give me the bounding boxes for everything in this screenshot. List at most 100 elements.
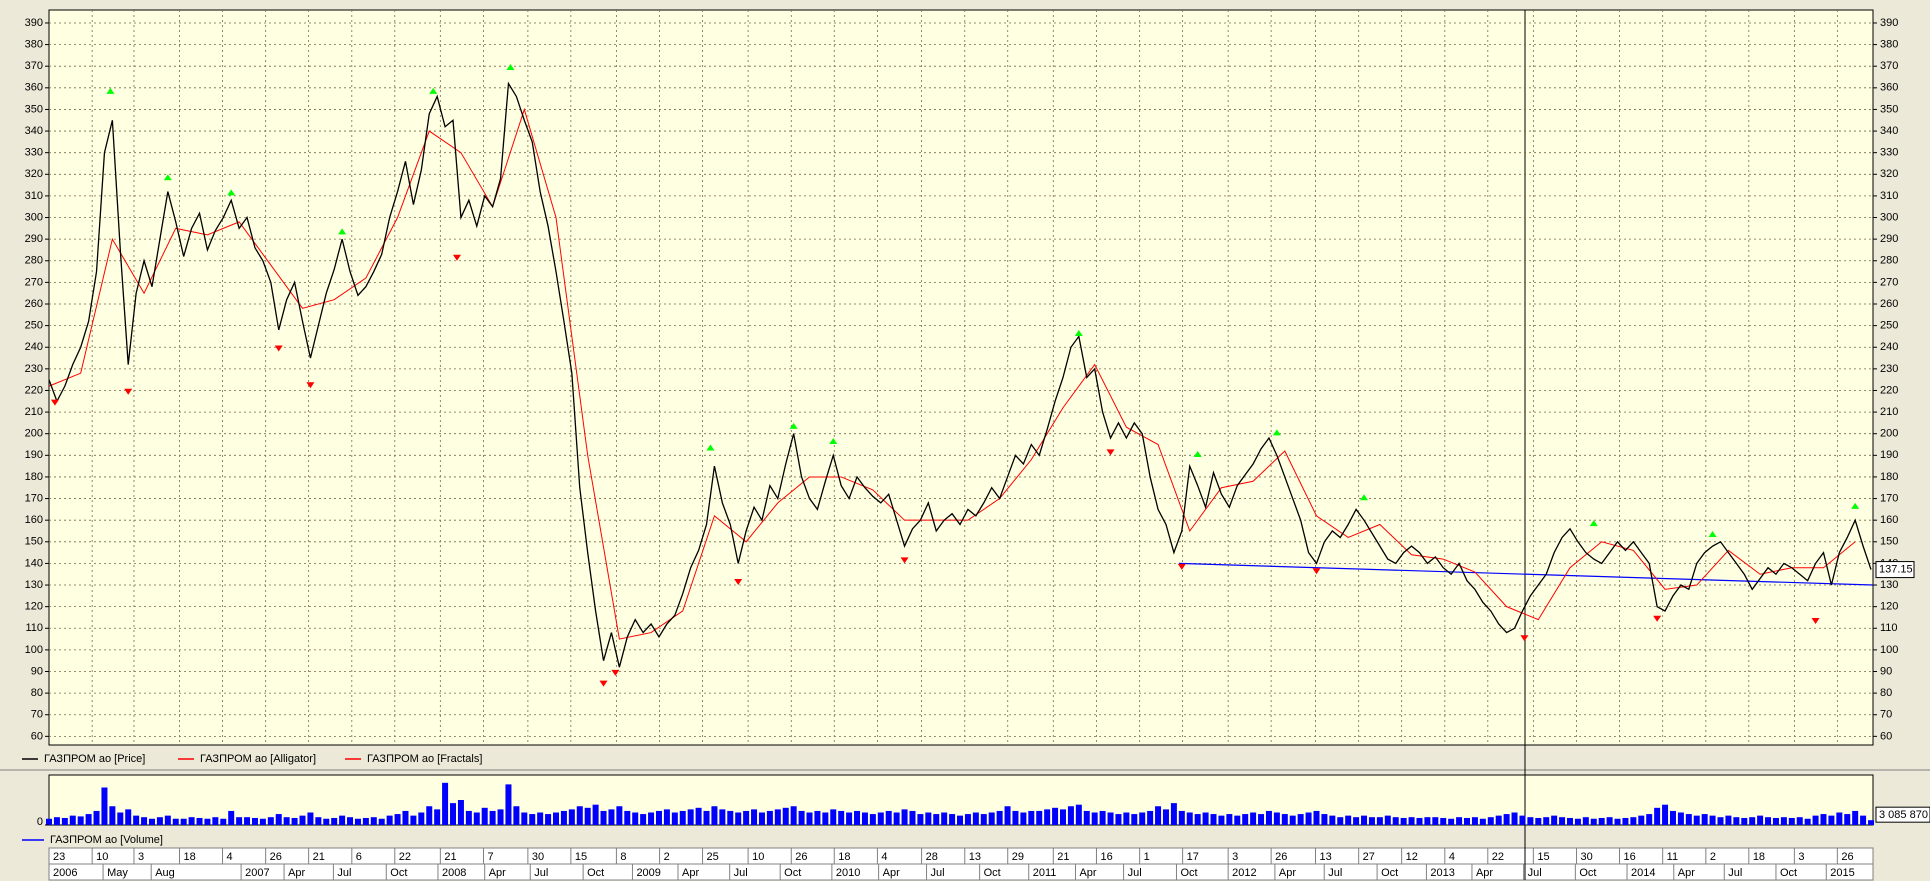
fractal-down <box>611 669 620 676</box>
volume-bar <box>1464 817 1471 825</box>
fractal-down <box>50 399 59 406</box>
volume-bar <box>735 812 742 825</box>
volume-bar <box>1836 812 1843 825</box>
x-period-label: 2006 <box>53 867 77 879</box>
series-line <box>48 107 1856 640</box>
volume-bar <box>814 810 821 825</box>
volume-bar <box>410 815 417 825</box>
x-period-label: Apr <box>1476 867 1493 879</box>
volume-bar <box>1582 817 1589 825</box>
x-tick-label: 3 <box>1232 851 1238 863</box>
volume-bar <box>1796 817 1803 825</box>
volume-bar <box>1234 815 1241 825</box>
y-tick-label: 280 <box>25 255 43 267</box>
fractal-down <box>900 557 909 564</box>
volume-bar <box>925 812 932 825</box>
volume-bar <box>1265 810 1272 825</box>
volume-bar <box>1218 815 1225 825</box>
y-tick-label: 160 <box>1880 514 1898 526</box>
volume-bar <box>1376 817 1383 825</box>
x-tick-label: 8 <box>620 851 626 863</box>
volume-bar <box>584 807 591 825</box>
volume-bar <box>592 804 599 825</box>
y-tick-label: 260 <box>1880 298 1898 310</box>
y-tick-label: 380 <box>25 38 43 50</box>
volume-bar <box>632 812 639 825</box>
volume-bar <box>275 814 282 825</box>
y-tick-label: 270 <box>25 276 43 288</box>
volume-bar <box>434 809 441 825</box>
volume-bar <box>251 817 258 825</box>
x-period-label: Jul <box>1328 867 1342 879</box>
volume-bar <box>1709 815 1716 825</box>
y-tick-label: 80 <box>1880 687 1892 699</box>
fractal-up <box>429 87 438 94</box>
volume-bar <box>1788 817 1795 825</box>
volume-bar <box>1202 812 1209 825</box>
volume-bar <box>537 812 544 825</box>
legend-label: ГАЗПРОМ ао [Price] <box>44 753 145 765</box>
volume-bar <box>1535 817 1542 825</box>
volume-bar <box>711 806 718 825</box>
volume-bar <box>442 782 449 825</box>
y-tick-label: 140 <box>25 557 43 569</box>
volume-bar <box>1392 817 1399 825</box>
volume-bar <box>1677 812 1684 825</box>
volume-bar <box>481 807 488 825</box>
fractal-down <box>1653 615 1662 622</box>
x-period-label: Jul <box>931 867 945 879</box>
volume-bar <box>1384 815 1391 825</box>
x-tick-label: 3 <box>1798 851 1804 863</box>
volume-bar <box>695 807 702 825</box>
volume-bar <box>1329 815 1336 825</box>
x-tick-label: 4 <box>1449 851 1455 863</box>
x-tick-label: 29 <box>1012 851 1024 863</box>
volume-bar <box>1361 815 1368 825</box>
volume-bar <box>1590 818 1597 825</box>
y-tick-label: 130 <box>25 579 43 591</box>
x-period-label: May <box>107 867 128 879</box>
y-tick-label: 360 <box>1880 82 1898 94</box>
y-tick-label: 210 <box>1880 406 1898 418</box>
x-period-label: Jul <box>534 867 548 879</box>
x-tick-label: 26 <box>795 851 807 863</box>
volume-bar <box>1170 803 1177 825</box>
x-period-label: Oct <box>1180 867 1197 879</box>
y-tick-label: 250 <box>25 320 43 332</box>
volume-bar <box>1226 814 1233 825</box>
volume-bar <box>1123 812 1130 825</box>
volume-bar <box>893 812 900 825</box>
volume-bar <box>949 814 956 825</box>
volume-bar <box>1765 817 1772 825</box>
y-tick-label: 320 <box>1880 168 1898 180</box>
fractal-up <box>829 438 838 445</box>
volume-bar <box>1701 814 1708 825</box>
volume-bar <box>1717 817 1724 825</box>
y-tick-label: 160 <box>25 514 43 526</box>
volume-bar <box>1162 809 1169 825</box>
volume-bar <box>164 815 171 825</box>
x-period-label: Oct <box>390 867 407 879</box>
volume-bar <box>758 812 765 825</box>
volume-bar <box>1630 817 1637 825</box>
volume-bar <box>1250 812 1257 825</box>
legend-label: ГАЗПРОМ ао [Alligator] <box>200 753 316 765</box>
y-tick-label: 200 <box>25 428 43 440</box>
y-tick-label: 240 <box>1880 341 1898 353</box>
x-tick-label: 25 <box>707 851 719 863</box>
volume-bar <box>291 817 298 825</box>
volume-bar <box>861 812 868 825</box>
y-tick-label: 190 <box>25 449 43 461</box>
fractal-down <box>1312 568 1321 575</box>
volume-bar <box>1416 817 1423 825</box>
volume-bar <box>228 810 235 825</box>
volume-bar <box>402 810 409 825</box>
volume-bar <box>1289 815 1296 825</box>
fractal-up <box>1193 451 1202 457</box>
x-tick-label: 22 <box>399 851 411 863</box>
x-tick-label: 13 <box>1320 851 1332 863</box>
volume-bar <box>196 817 203 825</box>
volume-bar <box>1313 810 1320 825</box>
x-period-label: Apr <box>489 867 506 879</box>
y-tick-label: 100 <box>1880 644 1898 656</box>
